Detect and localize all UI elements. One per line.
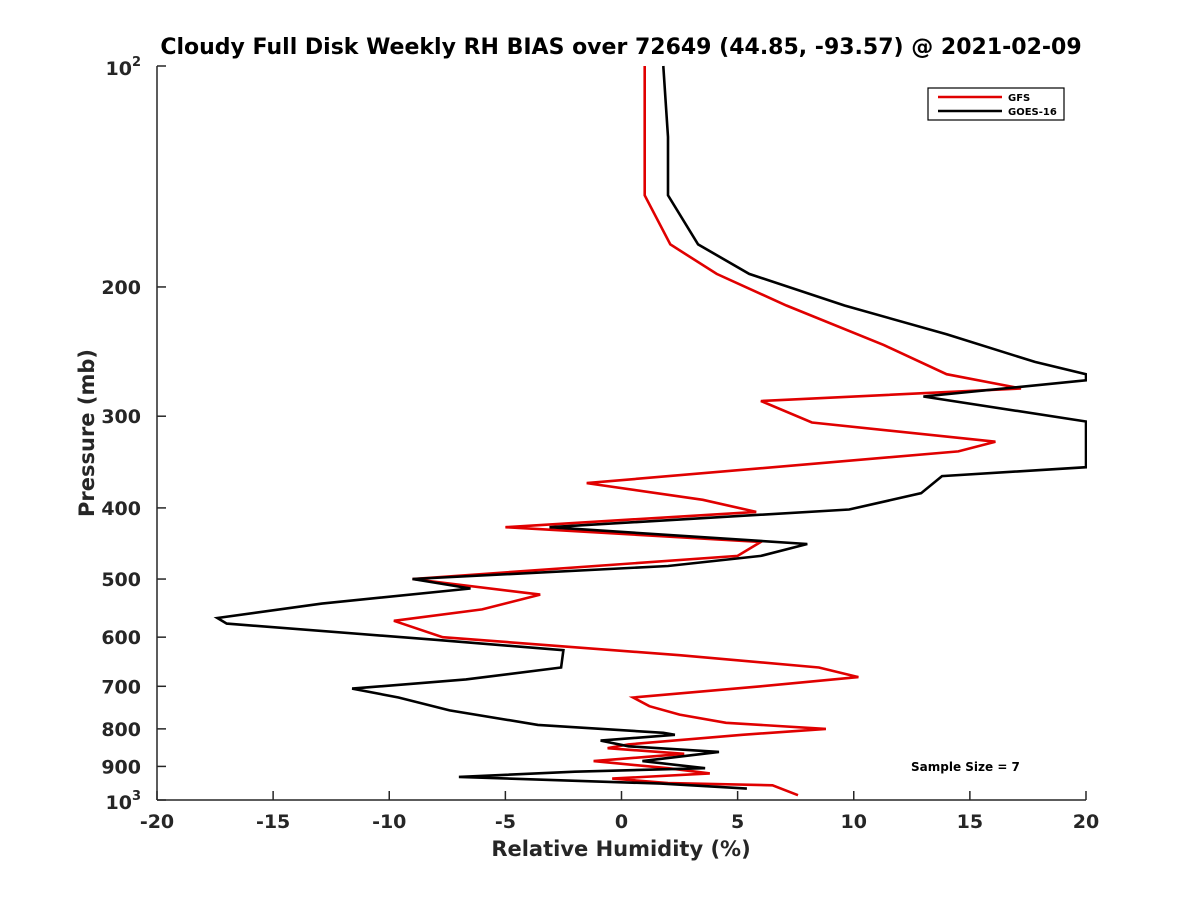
x-tick-label: 15: [957, 811, 983, 833]
x-axis-ticks: -20 -15 -10 -5 0 5 10 15 20: [140, 791, 1099, 833]
x-tick-label: 20: [1073, 811, 1099, 833]
x-tick-label: -15: [256, 811, 290, 833]
x-tick-label: 5: [731, 811, 744, 833]
y-tick-label: 600: [101, 627, 141, 649]
y-tick-label: 900: [101, 756, 141, 778]
x-tick-label: -20: [140, 811, 174, 833]
y-tick-label: 500: [101, 569, 141, 591]
series-layer: [213, 65, 1087, 797]
y-tick-label: 102: [106, 55, 142, 80]
y-tick-label: 200: [101, 277, 141, 299]
legend-label-1: GOES-16: [1008, 107, 1057, 118]
legend-box: [927, 87, 1065, 121]
y-tick-label: 300: [101, 406, 141, 428]
y-tick-label: 400: [101, 498, 141, 520]
series-line-1: [213, 65, 1087, 790]
x-tick-label: 0: [615, 811, 628, 833]
y-tick-label: 700: [101, 676, 141, 698]
x-tick-label: -5: [495, 811, 516, 833]
chart-title: Cloudy Full Disk Weekly RH BIAS over 726…: [160, 35, 1081, 60]
legend-label-0: GFS: [1008, 93, 1030, 104]
legend: GFS GOES-16: [927, 87, 1065, 121]
y-axis-label: Pressure (mb): [75, 349, 99, 517]
y-axis-ticks: 102 200 300 400 500 600 700 800 900 103: [101, 55, 166, 814]
y-tick-label: 800: [101, 719, 141, 741]
y-tick-label: 103: [106, 789, 142, 814]
x-tick-label: -10: [372, 811, 406, 833]
axes: [156, 66, 1086, 801]
x-tick-label: 10: [841, 811, 867, 833]
sample-size-annotation: Sample Size = 7: [911, 760, 1020, 774]
series-line-0: [393, 66, 1022, 797]
x-axis-label: Relative Humidity (%): [491, 837, 750, 861]
